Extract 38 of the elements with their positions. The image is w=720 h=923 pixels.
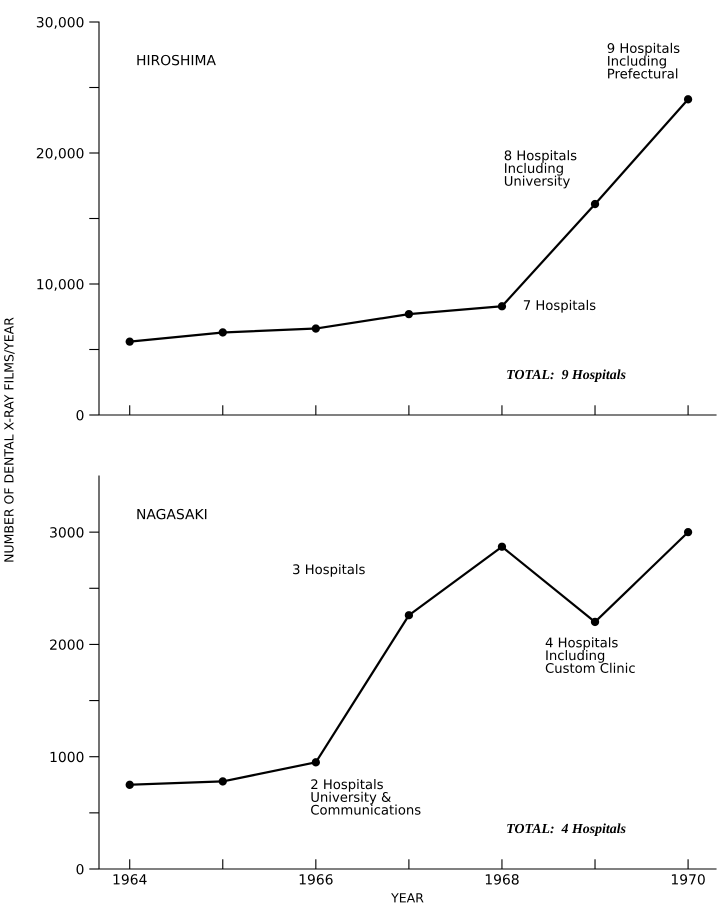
y-tick-label: 20,000 — [36, 148, 84, 160]
x-axis-title: YEAR — [391, 893, 424, 902]
point — [312, 324, 320, 333]
annotation: 3 Hospitals — [293, 564, 365, 577]
annotation: 2 Hospitals University & Communications — [311, 778, 421, 815]
point — [126, 780, 134, 789]
point — [218, 328, 227, 337]
x-tick-label: 1964 — [114, 874, 147, 885]
annotation: 8 Hospitals Including University — [504, 150, 576, 188]
annotation: TOTAL: 9 Hospitals — [507, 369, 626, 382]
annotation: 7 Hospitals — [524, 300, 596, 313]
annotation: 4 Hospitals Including Custom Clinic — [546, 637, 635, 673]
x-tick-label: 1970 — [672, 874, 705, 885]
y-tick-label: 1000 — [50, 752, 84, 762]
point — [498, 302, 506, 310]
point — [404, 310, 414, 318]
point — [684, 95, 692, 104]
y-tick-label: 30,000 — [36, 16, 84, 29]
y-tick-label: 10,000 — [37, 278, 84, 291]
y-tick-label: 3000 — [50, 527, 84, 538]
point — [590, 200, 600, 208]
y-tick-label: 2000 — [50, 639, 84, 650]
point — [312, 758, 320, 766]
y-tick-label: 0 — [76, 410, 84, 420]
point — [590, 618, 600, 626]
text: HIROSHIMA — [137, 54, 216, 66]
annotation: 9 Hospitals Including Prefectural — [608, 42, 680, 79]
point — [218, 777, 227, 786]
point — [498, 542, 506, 551]
point — [126, 337, 134, 346]
text: NAGASAKI — [137, 508, 206, 520]
x-tick-label: 1968 — [486, 874, 519, 885]
x-tick-label: 1966 — [300, 874, 333, 885]
y-axis-title: NUMBER OF DENTAL X-RAY FILMS/YEAR — [4, 317, 15, 562]
y-tick-label: 0 — [76, 864, 84, 874]
annotation: TOTAL: 4 Hospitals — [507, 823, 626, 836]
point — [404, 611, 414, 620]
point — [684, 528, 692, 536]
